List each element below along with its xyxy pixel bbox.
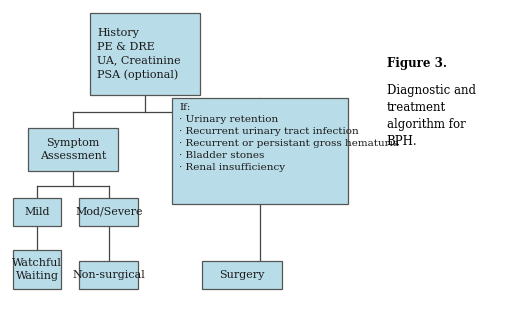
Text: Figure 3.: Figure 3. bbox=[387, 57, 446, 70]
Text: Non-surgical: Non-surgical bbox=[72, 270, 145, 280]
FancyBboxPatch shape bbox=[172, 98, 348, 204]
Text: Mod/Severe: Mod/Severe bbox=[75, 207, 142, 217]
FancyBboxPatch shape bbox=[28, 128, 118, 171]
FancyBboxPatch shape bbox=[13, 250, 61, 289]
Text: Surgery: Surgery bbox=[219, 270, 265, 280]
Text: Mild: Mild bbox=[25, 207, 50, 217]
Text: History
PE & DRE
UA, Creatinine
PSA (optional): History PE & DRE UA, Creatinine PSA (opt… bbox=[97, 28, 181, 80]
FancyBboxPatch shape bbox=[79, 261, 138, 289]
Text: If:
· Urinary retention
· Recurrent urinary tract infection
· Recurrent or persi: If: · Urinary retention · Recurrent urin… bbox=[179, 103, 399, 173]
FancyBboxPatch shape bbox=[13, 198, 61, 226]
FancyBboxPatch shape bbox=[202, 261, 282, 289]
FancyBboxPatch shape bbox=[90, 13, 200, 95]
FancyBboxPatch shape bbox=[79, 198, 138, 226]
Text: Watchful
Waiting: Watchful Waiting bbox=[12, 258, 62, 281]
Text: Symptom
Assessment: Symptom Assessment bbox=[40, 137, 106, 161]
Text: Diagnostic and
treatment
algorithm for
BPH.: Diagnostic and treatment algorithm for B… bbox=[387, 84, 476, 148]
